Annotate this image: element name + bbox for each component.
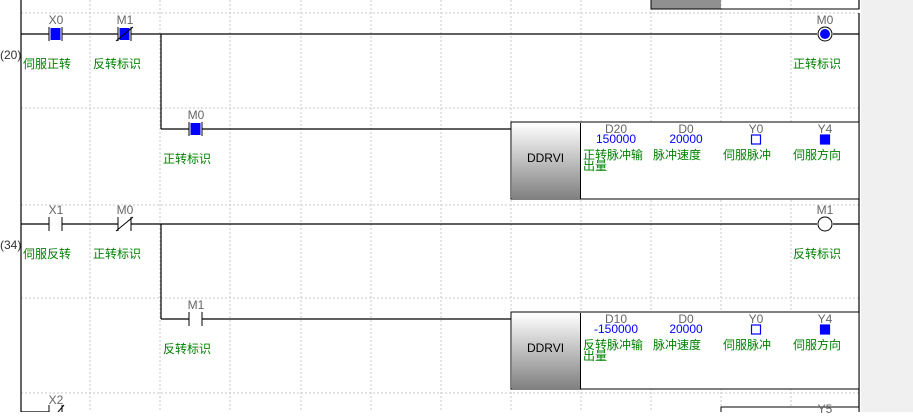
operand-state-indicator (819, 134, 831, 145)
operand-state-indicator (750, 134, 762, 145)
step-number: (34) (0, 238, 22, 252)
contact-x2-device[interactable]: X2 (48, 393, 64, 407)
contact-comment: 伺服正转 (23, 57, 72, 71)
branch-contact-m0-device: M0 (187, 108, 205, 122)
operand-comment: 反转脉冲输出量 (583, 338, 644, 363)
branch-contact-comment: 反转标识 (163, 342, 212, 356)
operand-value: 20000 (669, 322, 703, 336)
coil-m1[interactable] (817, 216, 833, 232)
operand-device: D10 (604, 312, 627, 326)
operand-comment: 伺服方向 (793, 148, 842, 162)
operand-device: Y0 (748, 122, 764, 136)
contact-x1[interactable] (47, 214, 64, 234)
contact-comment: 反转标识 (93, 57, 142, 71)
coil-comment: 反转标识 (793, 247, 842, 261)
contact-m0-nc-slash (115, 216, 134, 232)
contact-x0-device: X0 (48, 13, 64, 27)
contact-x1-device: X1 (48, 203, 64, 217)
operand-device: D0 (678, 122, 694, 136)
contact-m1-device: M1 (116, 13, 134, 27)
branch-contact-comment: 正转标识 (163, 152, 212, 166)
operand-device: Y0 (748, 312, 764, 326)
operand-comment: 正转脉冲输出量 (583, 148, 644, 173)
instruction-name-cell (512, 313, 581, 389)
partial-block-bottom (720, 406, 860, 412)
instruction-name: DDRVI (526, 341, 565, 355)
operand-device: D0 (678, 312, 694, 326)
operand-device: Y4 (817, 312, 833, 326)
operand-comment: 脉冲速度 (653, 338, 702, 352)
instruction-name-cell (512, 123, 581, 199)
contact-m1-nc-slash (115, 26, 134, 42)
step-number: (20) (0, 48, 22, 62)
operand-state-indicator (750, 324, 762, 335)
coil-device: M0 (816, 13, 834, 27)
branch-contact-m0-active-fill (190, 123, 201, 135)
contact-comment: 正转标识 (93, 247, 142, 261)
right-margin-panel (861, 0, 913, 412)
coil-active-fill (820, 29, 830, 39)
coil-comment: 正转标识 (793, 57, 842, 71)
contact-comment: 伺服反转 (23, 247, 72, 261)
contact-m0[interactable] (116, 214, 133, 234)
contact-x0-active-fill (50, 28, 61, 40)
operand-comment: 脉冲速度 (653, 148, 702, 162)
operand-device: Y4 (817, 122, 833, 136)
branch-contact-m0[interactable] (187, 119, 204, 139)
operand-value: 20000 (669, 132, 703, 146)
contact-x0[interactable] (47, 24, 64, 44)
operand-value: 150000 (595, 132, 637, 146)
branch-contact-m1[interactable] (187, 309, 204, 329)
operand-device: D20 (604, 122, 627, 136)
partial-block-top-border (650, 0, 860, 10)
contact-x2-nc-slash (57, 404, 65, 412)
partial-block-top (651, 0, 721, 9)
partial-block-device: Y5 (817, 402, 833, 416)
instruction-name: DDRVI (526, 151, 565, 165)
operand-comment: 伺服方向 (793, 338, 842, 352)
coil-device: M1 (816, 203, 834, 217)
branch-contact-m1-device: M1 (187, 298, 205, 312)
operand-comment: 伺服脉冲 (723, 148, 772, 162)
operand-comment: 伺服脉冲 (723, 338, 772, 352)
contact-m1[interactable] (116, 24, 133, 44)
operand-state-indicator (819, 324, 831, 335)
operand-value: -150000 (593, 322, 639, 336)
contact-m0-device: M0 (116, 203, 134, 217)
